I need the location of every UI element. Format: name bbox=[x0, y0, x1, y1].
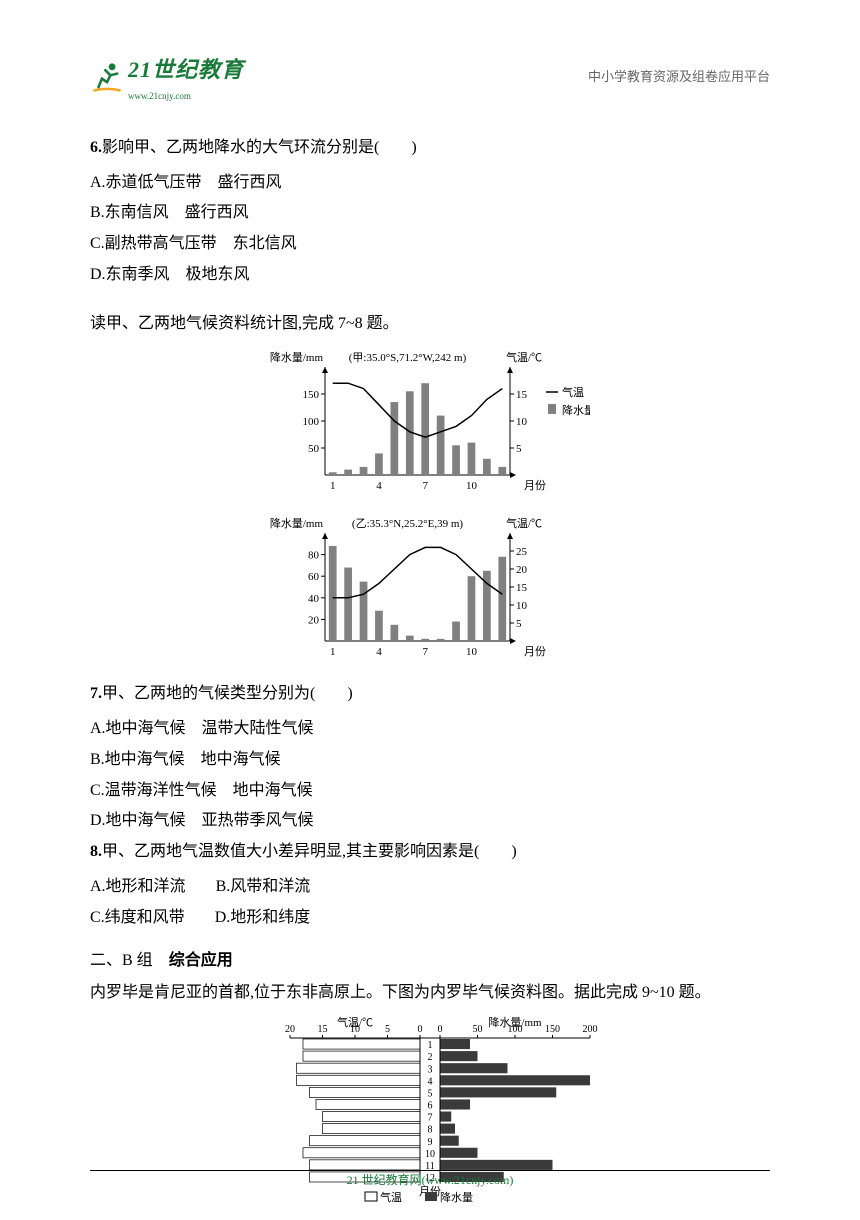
q8-option-d: D.地形和纬度 bbox=[215, 909, 311, 926]
q8-option-a: A.地形和洋流 bbox=[90, 873, 186, 902]
q8-stem: 甲、乙两地气温数值大小差异明显,其主要影响因素是( ) bbox=[102, 843, 517, 860]
svg-text:气温/℃: 气温/℃ bbox=[506, 516, 542, 530]
svg-text:1: 1 bbox=[330, 480, 336, 492]
logo: 21世纪教育 www.21cnjy.com bbox=[90, 50, 244, 104]
q7-option-d: D.地中海气候 亚热带季风气候 bbox=[90, 807, 770, 836]
intro-q9-10: 内罗毕是肯尼亚的首都,位于东非高原上。下图为内罗毕气候资料图。据此完成 9~10… bbox=[90, 979, 770, 1008]
svg-text:15: 15 bbox=[516, 582, 528, 594]
svg-text:5: 5 bbox=[516, 443, 522, 455]
page-header: 21世纪教育 www.21cnjy.com 中小学教育资源及组卷应用平台 bbox=[90, 50, 770, 104]
svg-text:15: 15 bbox=[318, 1024, 328, 1035]
svg-text:25: 25 bbox=[516, 546, 528, 558]
svg-text:4: 4 bbox=[376, 480, 382, 492]
svg-text:降水量: 降水量 bbox=[562, 403, 590, 417]
svg-text:降水量/mm: 降水量/mm bbox=[270, 350, 323, 364]
svg-text:7: 7 bbox=[422, 646, 428, 658]
question-8: 8.甲、乙两地气温数值大小差异明显,其主要影响因素是( ) bbox=[90, 838, 770, 867]
q8-number: 8. bbox=[90, 843, 102, 860]
svg-text:气温/℃: 气温/℃ bbox=[506, 350, 542, 364]
q7-option-a: A.地中海气候 温带大陆性气候 bbox=[90, 715, 770, 744]
question-7: 7.甲、乙两地的气候类型分别为( ) bbox=[90, 680, 770, 709]
svg-text:4: 4 bbox=[376, 646, 382, 658]
svg-text:降水量/mm: 降水量/mm bbox=[270, 516, 323, 530]
q8-option-c: C.纬度和风带 bbox=[90, 904, 185, 933]
svg-text:1: 1 bbox=[330, 646, 336, 658]
climate-chart-yi: 20 40 60 80 5 10 15 20 25 1 4 7 10 月份 降水量/mm 气温/℃ (乙:35.… bbox=[270, 513, 590, 663]
question-6: 6.影响甲、乙两地降水的大气环流分别是( ) bbox=[90, 134, 770, 163]
logo-text-wrapper: 21世纪教育 www.21cnjy.com bbox=[128, 50, 244, 104]
q7-stem: 甲、乙两地的气候类型分别为( ) bbox=[102, 685, 353, 702]
svg-text:(乙:35.3°N,25.2°E,39 m): (乙:35.3°N,25.2°E,39 m) bbox=[352, 517, 463, 530]
svg-text:4: 4 bbox=[428, 1076, 433, 1087]
climate-chart-jia: 50 100 150 5 10 15 1 4 7 10 月份 降水量/mm 气温/℃ (甲:35.0°S,… bbox=[270, 347, 590, 497]
svg-text:(甲:35.0°S,71.2°W,242 m): (甲:35.0°S,71.2°W,242 m) bbox=[349, 352, 467, 364]
svg-text:10: 10 bbox=[425, 1149, 435, 1160]
svg-text:150: 150 bbox=[303, 389, 320, 401]
svg-text:月份: 月份 bbox=[524, 479, 546, 492]
header-platform-text: 中小学教育资源及组卷应用平台 bbox=[588, 65, 770, 88]
svg-text:10: 10 bbox=[466, 646, 478, 658]
svg-text:7: 7 bbox=[422, 480, 428, 492]
svg-text:20: 20 bbox=[308, 615, 320, 627]
svg-text:0: 0 bbox=[418, 1024, 423, 1035]
svg-text:2: 2 bbox=[428, 1052, 433, 1063]
svg-text:50: 50 bbox=[473, 1024, 483, 1035]
q6-number: 6. bbox=[90, 139, 102, 156]
svg-text:100: 100 bbox=[303, 416, 320, 428]
svg-text:10: 10 bbox=[516, 600, 528, 612]
q7-number: 7. bbox=[90, 685, 102, 702]
q6-option-d: D.东南季风 极地东风 bbox=[90, 261, 770, 290]
svg-text:150: 150 bbox=[545, 1024, 560, 1035]
q6-option-c: C.副热带高气压带 东北信风 bbox=[90, 230, 770, 259]
svg-text:20: 20 bbox=[516, 564, 528, 576]
svg-text:9: 9 bbox=[428, 1137, 433, 1148]
chart1-container: 50 100 150 5 10 15 1 4 7 10 月份 降水量/mm 气温/℃ (甲:35.0°S,… bbox=[90, 347, 770, 508]
logo-runner-icon bbox=[90, 60, 124, 94]
svg-text:1: 1 bbox=[428, 1040, 433, 1051]
intro-q7-8: 读甲、乙两地气候资料统计图,完成 7~8 题。 bbox=[90, 310, 770, 339]
logo-main-text: 21世纪教育 bbox=[128, 57, 244, 82]
section-b-title: 二、B 组 综合应用 bbox=[90, 947, 770, 976]
footer-text: 21 世纪教育网(www.21cnjy.com) bbox=[0, 1170, 860, 1192]
svg-text:月份: 月份 bbox=[524, 645, 546, 658]
svg-text:气温: 气温 bbox=[380, 1190, 402, 1204]
svg-text:10: 10 bbox=[516, 416, 528, 428]
svg-text:80: 80 bbox=[308, 550, 320, 562]
svg-text:50: 50 bbox=[308, 443, 320, 455]
svg-text:0: 0 bbox=[438, 1024, 443, 1035]
logo-sub-text: www.21cnjy.com bbox=[128, 88, 244, 104]
svg-text:5: 5 bbox=[428, 1089, 433, 1100]
svg-text:15: 15 bbox=[516, 389, 528, 401]
svg-text:7: 7 bbox=[428, 1113, 433, 1124]
q7-option-c: C.温带海洋性气候 地中海气候 bbox=[90, 777, 770, 806]
svg-text:100: 100 bbox=[508, 1024, 523, 1035]
svg-text:40: 40 bbox=[308, 593, 320, 605]
svg-text:6: 6 bbox=[428, 1101, 433, 1112]
svg-text:降水量: 降水量 bbox=[440, 1190, 473, 1204]
q6-option-a: A.赤道低气压带 盛行西风 bbox=[90, 169, 770, 198]
svg-text:200: 200 bbox=[583, 1024, 598, 1035]
q7-option-b: B.地中海气候 地中海气候 bbox=[90, 746, 770, 775]
q6-option-b: B.东南信风 盛行西风 bbox=[90, 199, 770, 228]
q6-stem: 影响甲、乙两地降水的大气环流分别是( ) bbox=[102, 139, 417, 156]
svg-text:5: 5 bbox=[385, 1024, 390, 1035]
svg-text:5: 5 bbox=[516, 618, 522, 630]
chart2-container: 20 40 60 80 5 10 15 20 25 1 4 7 10 月份 降水量/mm 气温/℃ (乙:35.… bbox=[90, 513, 770, 674]
svg-text:气温: 气温 bbox=[562, 385, 584, 399]
q8-option-b: B.风带和洋流 bbox=[216, 878, 311, 895]
svg-text:60: 60 bbox=[308, 572, 320, 584]
svg-text:3: 3 bbox=[428, 1064, 433, 1075]
svg-text:10: 10 bbox=[466, 480, 478, 492]
svg-text:8: 8 bbox=[428, 1125, 433, 1136]
section-b-prefix: 二、B 组 bbox=[90, 952, 169, 969]
svg-text:20: 20 bbox=[285, 1024, 295, 1035]
section-b-label: 综合应用 bbox=[169, 952, 233, 969]
svg-text:10: 10 bbox=[350, 1024, 360, 1035]
